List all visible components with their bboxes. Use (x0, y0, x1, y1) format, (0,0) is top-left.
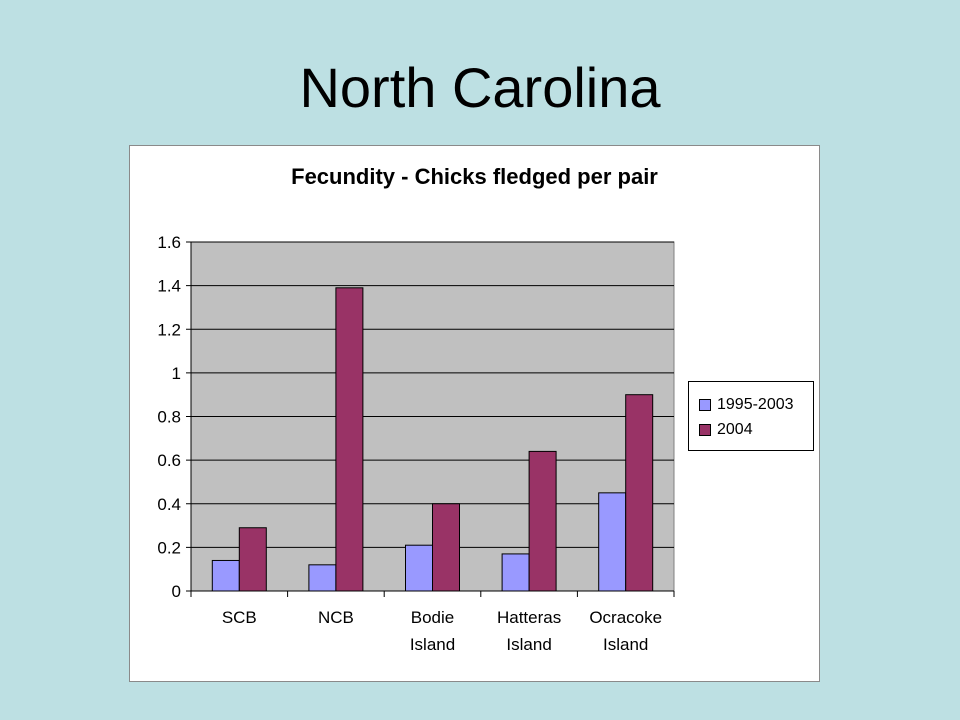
chart-title: Fecundity - Chicks fledged per pair (291, 164, 658, 189)
x-tick-label: Island (506, 635, 551, 654)
y-tick-label: 0 (172, 582, 181, 601)
bar-chart: 0 0.2 0.4 0.6 0.8 1 1.2 1.4 1.6 SCB NCB Bodie Island… (157, 233, 675, 654)
chart-frame: Fecundity - Chicks fledged per pair 0 0.2… (129, 145, 820, 682)
legend: 1995-2003 2004 (688, 381, 814, 451)
bar-2004-2 (432, 503, 460, 592)
y-tick-label: 0.4 (157, 495, 181, 514)
bar-1995-2003-2 (405, 544, 433, 592)
legend-swatch-1995-2003 (699, 399, 711, 411)
x-tick-label: Bodie (411, 608, 454, 627)
x-tick-label: NCB (318, 608, 354, 627)
y-tick-label: 1.4 (157, 277, 181, 296)
y-tick-label: 0.8 (157, 408, 181, 427)
x-tick-label: Island (410, 635, 455, 654)
bar-2004-1 (335, 287, 364, 592)
x-tick-label: SCB (222, 608, 257, 627)
y-tick-label: 0.6 (157, 451, 181, 470)
y-tick-label: 1.6 (157, 233, 181, 252)
x-tick-label: Ocracoke (589, 608, 662, 627)
bar-1995-2003-1 (308, 564, 337, 592)
bar-1995-2003-0 (211, 559, 240, 592)
bar-2004-4 (625, 394, 654, 592)
x-tick-label: Island (603, 635, 648, 654)
x-tick-label: Hatteras (497, 608, 561, 627)
bar-2004-3 (528, 450, 557, 592)
slide-title: North Carolina (299, 56, 661, 119)
legend-swatch-2004 (699, 424, 711, 436)
legend-label: 1995-2003 (717, 396, 794, 413)
legend-item-2004: 2004 (699, 420, 753, 440)
y-tick-label: 1.2 (157, 320, 181, 339)
bar-1995-2003-4 (598, 492, 627, 592)
legend-label: 2004 (717, 421, 753, 438)
bar-2004-0 (238, 527, 267, 592)
y-tick-label: 1 (172, 364, 181, 383)
y-tick-label: 0.2 (157, 538, 181, 557)
bar-1995-2003-3 (501, 553, 530, 592)
legend-item-1995-2003: 1995-2003 (699, 395, 794, 415)
